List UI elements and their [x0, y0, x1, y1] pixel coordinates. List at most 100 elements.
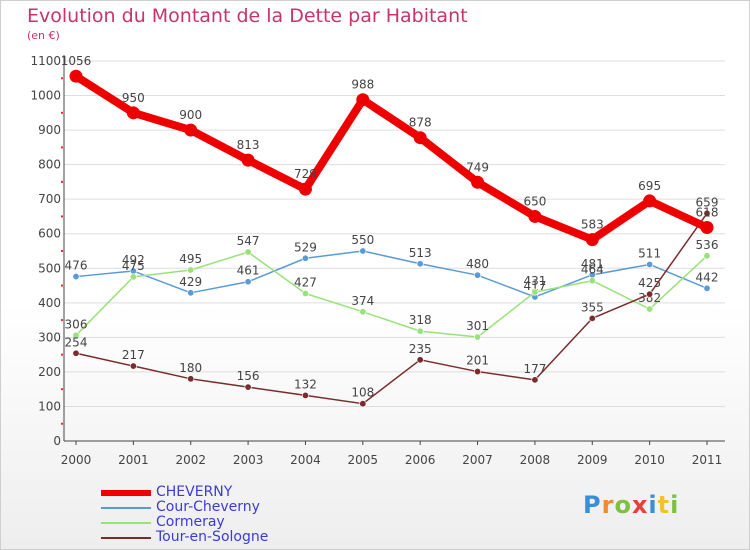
- logo-letter: x: [631, 491, 649, 519]
- data-point: [129, 362, 137, 370]
- data-label: 301: [466, 319, 489, 333]
- data-label: 988: [351, 78, 374, 92]
- data-point: [356, 93, 370, 107]
- legend-swatch: [101, 537, 151, 539]
- data-point: [241, 153, 255, 167]
- legend-swatch: [101, 522, 151, 524]
- logo-letter: o: [614, 491, 632, 519]
- data-point: [126, 106, 140, 120]
- x-tick-label: 2004: [290, 453, 321, 467]
- data-point: [244, 383, 252, 391]
- x-tick-label: 2002: [175, 453, 206, 467]
- series-line-cheverny: [73, 72, 709, 244]
- y-tick-label: 300: [38, 330, 61, 344]
- y-tick-label: 500: [38, 261, 61, 275]
- logo-letter: i: [648, 491, 658, 519]
- data-point: [359, 308, 367, 316]
- data-point: [588, 314, 596, 322]
- data-label: 425: [638, 276, 661, 290]
- data-label: 547: [237, 234, 260, 248]
- data-label: 476: [65, 259, 88, 273]
- data-label: 511: [638, 246, 661, 260]
- data-label: 374: [351, 294, 374, 308]
- y-tick-label: 0: [53, 434, 61, 448]
- data-point: [72, 349, 80, 357]
- data-label: 355: [581, 300, 604, 314]
- data-label: 427: [294, 275, 317, 289]
- data-label: 583: [581, 218, 604, 232]
- data-label: 480: [466, 257, 489, 271]
- data-label: 132: [294, 377, 317, 391]
- data-point: [703, 252, 711, 260]
- series-line-cour-cheverny: [75, 250, 708, 298]
- data-label: 659: [696, 195, 719, 209]
- logo-letter: i: [670, 491, 680, 519]
- data-point: [359, 400, 367, 408]
- x-tick-label: 2007: [462, 453, 493, 467]
- data-label: 536: [696, 238, 719, 252]
- data-point: [703, 284, 711, 292]
- data-label: 180: [179, 361, 202, 375]
- legend-label: Cour-Cheverny: [156, 499, 260, 515]
- y-tick-label: 700: [38, 192, 61, 206]
- y-tick-label: 400: [38, 296, 61, 310]
- data-point: [585, 233, 599, 247]
- data-point: [646, 260, 654, 268]
- chart-subtitle: (en €): [27, 29, 60, 42]
- data-label: 201: [466, 354, 489, 368]
- legend-label: Tour-en-Sologne: [156, 529, 269, 545]
- data-label: 878: [409, 116, 432, 130]
- legend-item: Tour-en-Sologne: [101, 530, 361, 545]
- y-tick-label: 200: [38, 365, 61, 379]
- data-label: 950: [122, 91, 145, 105]
- data-label: 650: [523, 194, 546, 208]
- data-point: [528, 209, 542, 223]
- data-label: 618: [696, 206, 719, 220]
- logo-letter: t: [657, 491, 671, 519]
- data-point: [301, 254, 309, 262]
- data-point: [416, 260, 424, 268]
- legend-label: Cormeray: [156, 514, 225, 530]
- x-tick-label: 2008: [520, 453, 551, 467]
- proxiti-logo: Proxiti: [583, 491, 679, 519]
- data-point: [244, 278, 252, 286]
- data-label: 108: [351, 386, 374, 400]
- data-point: [244, 248, 252, 256]
- y-tick-label: 900: [38, 123, 61, 137]
- x-tick-label: 2011: [692, 453, 723, 467]
- data-label: 495: [179, 252, 202, 266]
- data-point: [413, 131, 427, 145]
- data-point: [700, 221, 714, 235]
- logo-letter: P: [583, 491, 602, 519]
- data-label: 431: [523, 274, 546, 288]
- logo-letter: r: [601, 491, 615, 519]
- data-label: 813: [237, 138, 260, 152]
- data-point: [588, 277, 596, 285]
- data-point: [359, 247, 367, 255]
- y-tick-label: 1000: [30, 89, 61, 103]
- data-point: [474, 333, 482, 341]
- legend-swatch: [101, 507, 151, 509]
- y-tick-label: 600: [38, 227, 61, 241]
- data-point: [301, 391, 309, 399]
- data-label: 1056: [61, 54, 92, 68]
- legend-item: Cormeray: [101, 515, 361, 530]
- chart-legend: CHEVERNY Cour-Cheverny Cormeray Tour-en-Sol…: [101, 485, 361, 545]
- data-label: 177: [523, 362, 546, 376]
- data-label: 417: [523, 279, 546, 293]
- data-label: 749: [466, 160, 489, 174]
- legend-label: CHEVERNY: [156, 484, 233, 500]
- series-line-tour-en-sologne: [75, 212, 708, 405]
- legend-swatch: [101, 490, 151, 496]
- data-label: 550: [351, 233, 374, 247]
- data-label: 481: [581, 257, 604, 271]
- data-label: 513: [409, 246, 432, 260]
- data-label: 382: [638, 291, 661, 305]
- data-label: 429: [179, 275, 202, 289]
- data-label: 235: [409, 342, 432, 356]
- data-point: [187, 289, 195, 297]
- data-point: [184, 123, 198, 137]
- data-point: [187, 266, 195, 274]
- data-point: [646, 305, 654, 313]
- data-point: [643, 194, 657, 208]
